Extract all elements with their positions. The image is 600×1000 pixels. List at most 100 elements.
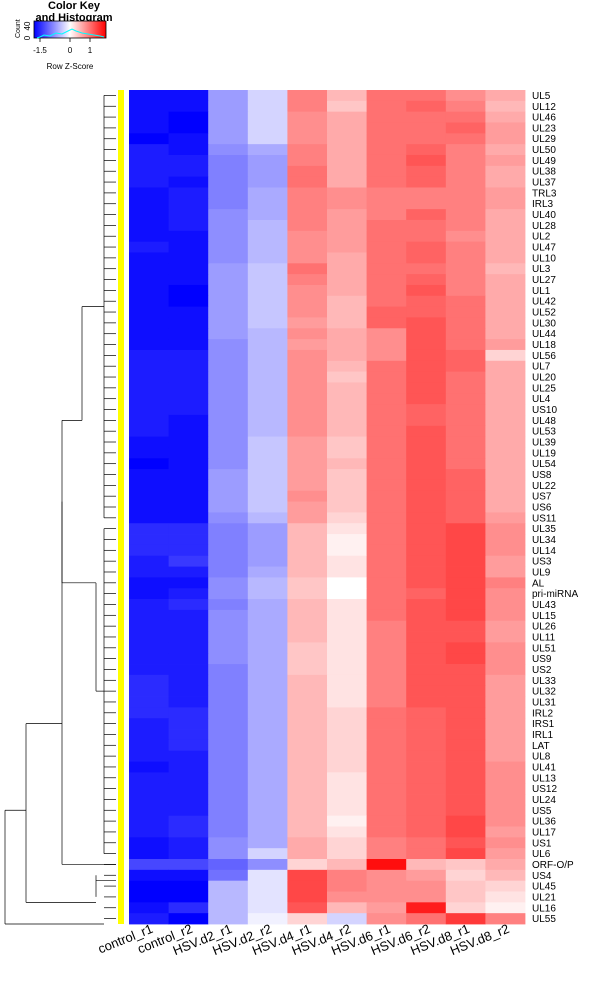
- heatmap-cell: [247, 685, 288, 697]
- heatmap-cell: [287, 869, 328, 882]
- heatmap-cell: [129, 512, 169, 524]
- heatmap-cell: [445, 241, 486, 253]
- heatmap-cell: [208, 404, 249, 416]
- heatmap-cell: [485, 295, 526, 308]
- heatmap-cell: [129, 100, 169, 113]
- heatmap-cell: [287, 544, 328, 557]
- heatmap-cell: [247, 859, 288, 871]
- heatmap-cell: [168, 284, 209, 297]
- heatmap-cell: [287, 566, 328, 578]
- heatmap-cell: [129, 501, 169, 513]
- heatmap-cell: [247, 393, 288, 405]
- heatmap-cell: [129, 154, 169, 167]
- column-labels: control_r1control_r2HSV.d2_r1HSV.d2_r2HS…: [96, 921, 512, 958]
- heatmap-cell: [247, 653, 288, 665]
- row-label: UL52: [532, 308, 556, 319]
- heatmap-cell: [406, 718, 447, 730]
- heatmap-cell: [247, 707, 288, 719]
- heatmap-cell: [208, 880, 249, 892]
- heatmap-cell: [366, 761, 407, 773]
- heatmap-cell: [406, 469, 447, 481]
- heatmap-cell: [208, 772, 249, 784]
- heatmap-cell: [366, 718, 407, 730]
- heatmap-cell: [247, 718, 288, 730]
- heatmap-cell: [406, 588, 447, 600]
- row-label: UL44: [532, 329, 556, 340]
- heatmap-cell: [208, 209, 249, 221]
- heatmap-cell: [445, 479, 486, 492]
- heatmap-cell: [208, 479, 249, 492]
- heatmap-cell: [327, 295, 367, 308]
- row-label: UL27: [532, 275, 556, 286]
- heatmap-cell: [366, 685, 407, 697]
- row-label: UL29: [532, 134, 556, 145]
- heatmap-cell: [445, 880, 486, 892]
- heatmap-cell: [129, 599, 169, 611]
- heatmap-cell: [445, 739, 486, 752]
- heatmap-cell: [208, 349, 249, 362]
- heatmap-cell: [445, 696, 486, 708]
- heatmap-cell: [485, 685, 526, 697]
- heatmap-cell: [287, 263, 328, 275]
- heatmap-cell: [129, 360, 169, 373]
- heatmap-cell: [366, 382, 407, 394]
- row-label: UL3: [532, 264, 551, 275]
- heatmap-cell: [406, 393, 447, 405]
- heatmap-cell: [445, 339, 486, 351]
- row-label: AL: [532, 578, 545, 589]
- heatmap-cell: [327, 588, 367, 600]
- heatmap-cell: [445, 198, 486, 210]
- heatmap-cell: [327, 523, 367, 535]
- row-label: UL50: [532, 145, 556, 156]
- color-key-xticks: -1.5 0 1: [33, 38, 93, 55]
- heatmap-cell: [129, 165, 169, 178]
- heatmap-cell: [406, 685, 447, 697]
- heatmap-cell: [445, 902, 486, 914]
- heatmap-cell: [208, 794, 249, 806]
- heatmap-cell: [445, 111, 486, 123]
- heatmap-cell: [247, 360, 288, 373]
- heatmap-cell: [485, 620, 526, 632]
- heatmap-cell: [247, 252, 288, 264]
- heatmap-cell: [129, 696, 169, 708]
- heatmap-cell: [208, 631, 249, 643]
- heatmap-cell: [247, 674, 288, 687]
- heatmap-cell: [208, 707, 249, 719]
- heatmap-cell: [129, 653, 169, 665]
- heatmap-cell: [129, 414, 169, 427]
- heatmap-cell: [168, 187, 209, 199]
- heatmap-cell: [406, 902, 447, 914]
- heatmap-cell: [327, 252, 367, 264]
- heatmap-cell: [168, 360, 209, 373]
- heatmap-cell: [445, 414, 486, 427]
- heatmap-cell: [208, 609, 249, 622]
- heatmap-cell: [168, 252, 209, 264]
- heatmap-cell: [208, 317, 249, 329]
- heatmap-cell: [445, 674, 486, 687]
- heatmap-cell: [287, 631, 328, 643]
- heatmap-cell: [208, 306, 249, 318]
- heatmap-cell: [327, 339, 367, 351]
- heatmap-cell: [485, 479, 526, 492]
- row-label: UL33: [532, 676, 556, 687]
- heatmap-cell: [445, 718, 486, 730]
- heatmap-cell: [168, 707, 209, 719]
- heatmap-cell: [287, 588, 328, 600]
- heatmap-cell: [406, 90, 447, 102]
- heatmap-cell: [168, 794, 209, 806]
- heatmap-cell: [208, 360, 249, 373]
- heatmap-cell: [406, 815, 447, 827]
- heatmap-cell: [129, 544, 169, 557]
- heatmap-cell: [129, 783, 169, 795]
- heatmap-cell: [406, 729, 447, 741]
- heatmap-cell: [366, 880, 407, 892]
- heatmap-cell: [327, 447, 367, 459]
- heatmap-cell: [129, 111, 169, 123]
- heatmap-cell: [168, 501, 209, 513]
- heatmap-cell: [406, 664, 447, 676]
- heatmap-cell: [287, 436, 328, 448]
- heatmap-cell: [208, 653, 249, 665]
- row-label: UL48: [532, 416, 556, 427]
- heatmap-cell: [208, 176, 249, 188]
